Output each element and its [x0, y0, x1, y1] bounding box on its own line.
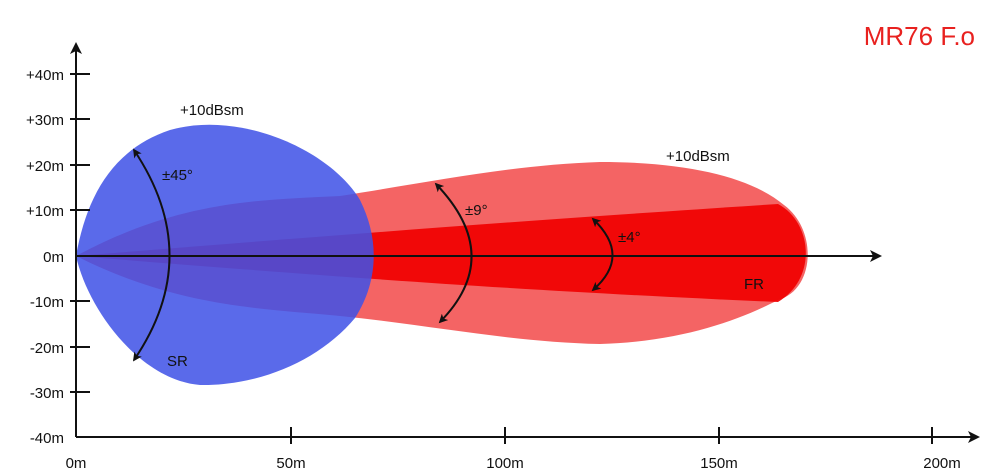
x-tick-label: 100m	[486, 455, 524, 472]
y-tick-label: -20m	[30, 340, 64, 357]
fr-label: FR	[744, 276, 764, 293]
short-range-lobe	[76, 124, 374, 386]
y-tick-label: -40m	[30, 430, 64, 447]
fr-angle-wide-label: ±9°	[465, 202, 488, 219]
y-tick-label: 0m	[43, 249, 64, 266]
sr-rcs-label: +10dBsm	[180, 102, 244, 119]
arc-9-degree	[434, 182, 473, 324]
fr-angle-narrow-label: ±4°	[618, 229, 641, 246]
y-tick-label: -30m	[30, 385, 64, 402]
y-ticks	[70, 73, 90, 393]
x-tick-label: 200m	[923, 455, 961, 472]
x-tick-label: 150m	[700, 455, 738, 472]
sr-label: SR	[167, 353, 188, 370]
y-tick-labels: +40m +30m +20m +10m 0m -10m -20m -30m -4…	[26, 67, 64, 447]
x-tick-labels: 0m 50m 100m 150m 200m	[66, 455, 961, 472]
diagram-title: MR76 F.o	[864, 21, 975, 51]
arc-4-degree	[591, 217, 614, 292]
x-ticks	[290, 427, 933, 444]
fr-rcs-label: +10dBsm	[666, 148, 730, 165]
x-tick-label: 0m	[66, 455, 87, 472]
x-tick-label: 50m	[276, 455, 305, 472]
sr-angle-label: ±45°	[162, 167, 193, 184]
y-tick-label: +30m	[26, 112, 64, 129]
y-tick-label: +40m	[26, 67, 64, 84]
y-tick-label: -10m	[30, 294, 64, 311]
arc-45-degree	[132, 148, 171, 362]
y-tick-label: +20m	[26, 158, 64, 175]
y-tick-label: +10m	[26, 203, 64, 220]
